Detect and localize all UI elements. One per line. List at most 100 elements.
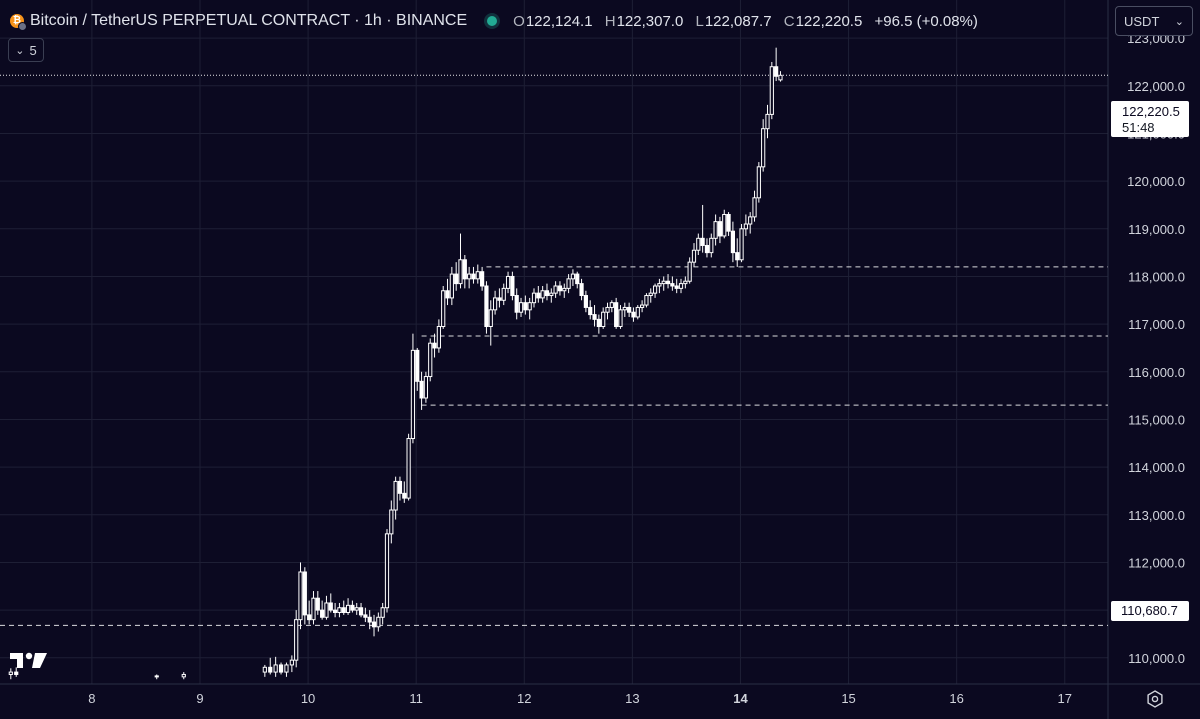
candle-body [726, 213, 731, 232]
indicators-toggle-button[interactable]: ⌄ 5 [8, 38, 44, 62]
candle [423, 371, 429, 403]
candle-body [579, 283, 584, 297]
candle-body [371, 621, 377, 628]
candle [713, 214, 718, 246]
candle-body [601, 311, 606, 328]
candle [436, 319, 441, 353]
candle [752, 190, 757, 222]
candle [709, 233, 714, 258]
candle [631, 307, 636, 322]
candle-body [428, 342, 433, 378]
candle-body [333, 609, 338, 614]
candle [536, 285, 541, 303]
time-tick-label: 14 [733, 691, 748, 706]
candle [302, 567, 307, 625]
horizontal-levels [0, 74, 1108, 626]
candle [358, 602, 364, 618]
candle [605, 302, 610, 320]
price-tick-label: 112,000.0 [1128, 555, 1185, 570]
price-tick-label: 116,000.0 [1128, 365, 1185, 380]
candle-body [436, 326, 441, 349]
market-status-dot [487, 16, 498, 26]
candle-body [774, 66, 779, 77]
candle-body [523, 302, 528, 311]
candle [467, 266, 472, 289]
candle [639, 300, 645, 313]
candle [700, 204, 705, 253]
candle [510, 271, 515, 301]
candle-body [419, 380, 424, 399]
candle [376, 612, 381, 632]
candle [644, 293, 649, 308]
candle-body [328, 602, 333, 611]
open-value: 122,124.1 [525, 12, 593, 30]
candle-body [549, 292, 554, 297]
candle [419, 371, 424, 410]
candle [445, 278, 450, 306]
candle [273, 656, 278, 677]
price-tick-label: 122,000.0 [1127, 79, 1185, 94]
tradingview-logo-icon[interactable] [10, 648, 50, 670]
time-tick-label: 12 [517, 691, 531, 706]
candle [488, 300, 493, 346]
candle-body [531, 292, 537, 304]
candle-body [488, 309, 493, 328]
price-tick-label: 118,000.0 [1128, 269, 1185, 284]
candle-body [397, 480, 403, 494]
candle-body [683, 280, 688, 285]
candle-body [657, 283, 662, 287]
candle [298, 562, 303, 630]
candle-body [284, 664, 289, 673]
candle-body [410, 349, 416, 440]
candle-body [674, 285, 679, 289]
candle [324, 595, 329, 620]
candle-body [670, 283, 675, 287]
candle [726, 212, 731, 236]
candle-body [678, 283, 684, 289]
change-value: +96.5 (+0.08%) [874, 12, 978, 30]
candle-body [423, 376, 429, 399]
candle [583, 290, 588, 313]
candle [648, 288, 653, 303]
candle-body [627, 306, 632, 313]
low-value: 122,087.7 [704, 12, 772, 30]
currency-label: USDT [1124, 13, 1160, 29]
candle-body [739, 228, 744, 261]
candle-body [588, 306, 593, 316]
candle-body [631, 311, 636, 318]
candle [588, 300, 593, 320]
candle-body [337, 607, 342, 614]
candle [691, 243, 697, 267]
candle-body [505, 275, 511, 289]
gear-icon[interactable] [1145, 689, 1165, 709]
bitcoin-icon: ₿ [10, 14, 27, 31]
candle [363, 607, 368, 623]
candle-body [722, 213, 727, 237]
candle-body [315, 597, 320, 611]
price-tick-label: 110,000.0 [1128, 651, 1185, 666]
candle-body [389, 509, 394, 535]
candle-body [544, 290, 550, 297]
candle-body [527, 302, 532, 311]
close-label: C [783, 12, 795, 30]
currency-select[interactable]: USDT ⌄ [1115, 6, 1193, 36]
candle-body [730, 230, 736, 254]
candle [462, 255, 467, 289]
symbol-title[interactable]: Bitcoin / TetherUS PERPETUAL CONTRACT · … [30, 12, 468, 29]
candle-body [687, 261, 692, 282]
candle-body [644, 295, 649, 306]
candle [8, 668, 13, 680]
candle-body [415, 349, 420, 382]
candle-body [648, 292, 653, 297]
candle [557, 281, 563, 296]
time-tick-label: 15 [841, 691, 855, 706]
candle-body [8, 671, 13, 675]
candle [389, 500, 394, 544]
candle [350, 600, 355, 613]
candle-body [294, 619, 299, 661]
candle-body [652, 285, 658, 294]
candle [674, 278, 679, 294]
candle-body [354, 607, 359, 611]
candle-body [311, 597, 316, 621]
